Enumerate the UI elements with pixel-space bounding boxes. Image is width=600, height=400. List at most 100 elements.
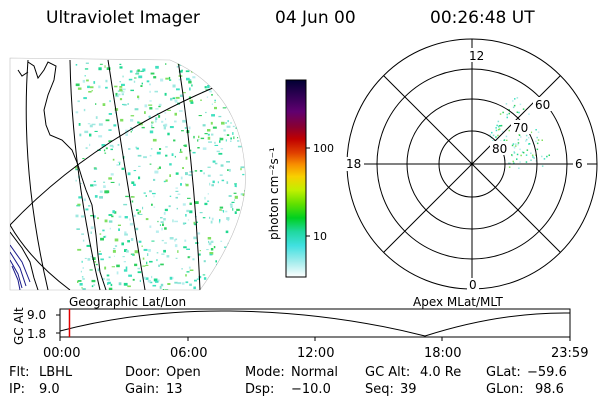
emission-pixel xyxy=(106,67,111,70)
emission-pixel xyxy=(193,221,196,225)
instrument-title: Ultraviolet Imager xyxy=(46,8,200,28)
emission-pixel xyxy=(204,133,208,135)
emission-pixel xyxy=(87,123,91,125)
emission-pixel xyxy=(192,258,195,261)
emission-pixel xyxy=(111,266,115,268)
emission-pixel xyxy=(498,128,501,130)
emission-pixel xyxy=(130,127,132,129)
emission-pixel xyxy=(77,248,82,251)
emission-pixel xyxy=(149,115,151,119)
emission-pixel xyxy=(161,253,165,255)
emission-pixel xyxy=(91,90,93,92)
emission-pixel xyxy=(519,103,522,106)
emission-pixel xyxy=(84,68,89,70)
emission-pixel xyxy=(512,143,515,145)
emission-pixel xyxy=(108,140,113,142)
emission-pixel xyxy=(188,126,191,130)
emission-pixel xyxy=(133,214,136,217)
emission-pixel xyxy=(200,137,205,140)
emission-pixel xyxy=(536,142,539,145)
emission-pixel xyxy=(187,197,191,199)
emission-pixel xyxy=(211,217,214,221)
emission-pixel xyxy=(511,144,514,147)
emission-pixel xyxy=(182,222,186,225)
emission-pixel xyxy=(113,255,115,257)
emission-pixel xyxy=(226,181,229,184)
emission-pixel xyxy=(181,268,183,270)
emission-pixel xyxy=(106,274,110,277)
emission-pixel xyxy=(141,245,143,247)
emission-pixel xyxy=(497,120,500,123)
emission-pixel xyxy=(211,133,214,136)
emission-pixel xyxy=(105,86,108,89)
colorbar-tick-label: 100 xyxy=(313,142,334,155)
emission-pixel xyxy=(181,130,184,132)
emission-pixel xyxy=(193,236,198,240)
emission-pixel xyxy=(105,79,108,83)
emission-pixel xyxy=(193,135,195,139)
emission-pixel xyxy=(234,195,238,199)
emission-pixel xyxy=(130,131,132,133)
emission-pixel xyxy=(94,261,97,263)
emission-pixel xyxy=(167,132,170,136)
emission-pixel xyxy=(508,112,510,115)
emission-pixel xyxy=(147,253,149,256)
emission-pixel xyxy=(225,106,228,108)
emission-pixel xyxy=(172,276,174,280)
emission-pixel xyxy=(177,282,182,285)
emission-pixel xyxy=(179,94,184,97)
emission-pixel xyxy=(101,144,106,147)
emission-pixel xyxy=(156,151,161,155)
emission-pixel xyxy=(210,248,214,251)
emission-pixel xyxy=(244,190,246,192)
emission-pixel xyxy=(501,130,504,133)
mlt-diagonal xyxy=(383,75,561,253)
emission-pixel xyxy=(133,183,136,186)
timeline-xtick: 00:00 xyxy=(43,346,81,361)
emission-pixel xyxy=(497,134,499,137)
emission-pixel xyxy=(234,211,237,214)
emission-pixel xyxy=(176,65,179,68)
emission-pixel xyxy=(117,224,121,226)
emission-pixel xyxy=(98,85,101,89)
emission-pixel xyxy=(83,108,86,112)
emission-pixel xyxy=(112,158,115,161)
emission-pixel xyxy=(80,270,82,273)
emission-pixel xyxy=(175,257,178,259)
emission-pixel xyxy=(79,133,82,137)
emission-pixel xyxy=(207,166,211,168)
emission-pixel xyxy=(492,134,495,137)
emission-pixel xyxy=(525,138,528,141)
emission-pixel xyxy=(153,76,157,79)
emission-pixel xyxy=(144,111,146,114)
emission-pixel xyxy=(129,222,134,226)
emission-pixel xyxy=(533,157,535,159)
emission-pixel xyxy=(186,209,190,213)
emission-pixel xyxy=(528,143,530,145)
emission-pixel xyxy=(110,173,114,176)
emission-pixel xyxy=(165,118,167,121)
emission-pixel xyxy=(138,213,143,215)
emission-pixel xyxy=(508,162,510,164)
emission-pixel xyxy=(505,135,508,138)
emission-pixel xyxy=(112,250,116,253)
emission-pixel xyxy=(178,78,182,81)
timeline-ytick: 9.0 xyxy=(27,308,46,322)
emission-pixel xyxy=(530,152,532,154)
emission-pixel xyxy=(209,216,211,219)
emission-pixel xyxy=(214,144,219,146)
emission-pixel xyxy=(145,264,149,266)
coastline xyxy=(17,69,29,77)
colorbar-tick-label: 10 xyxy=(313,230,327,243)
emission-pixel xyxy=(77,280,79,283)
emission-pixel xyxy=(93,184,97,187)
emission-pixel xyxy=(163,218,166,221)
emission-pixel xyxy=(144,104,148,108)
emission-pixel xyxy=(100,237,104,241)
emission-pixel xyxy=(88,205,91,207)
coastline xyxy=(10,231,39,290)
emission-pixel xyxy=(230,137,232,140)
emission-pixel xyxy=(525,161,528,163)
emission-pixel xyxy=(196,278,200,280)
emission-pixel xyxy=(232,208,234,211)
